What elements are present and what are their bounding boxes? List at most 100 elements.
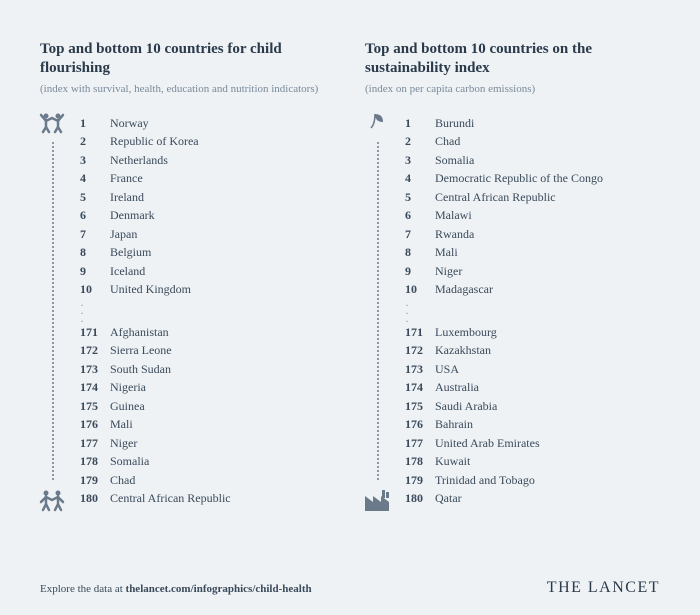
rank-value: 177	[80, 434, 110, 453]
country-name: Malawi	[435, 206, 660, 225]
list-row: 4France	[80, 169, 335, 188]
rank-value: 6	[405, 206, 435, 225]
country-name: Somalia	[435, 151, 660, 170]
list-row: 9Niger	[405, 262, 660, 281]
list-row: 173South Sudan	[80, 360, 335, 379]
country-name: Nigeria	[110, 378, 335, 397]
rank-value: 10	[405, 280, 435, 299]
list-row: 174Nigeria	[80, 378, 335, 397]
rank-value: 2	[80, 132, 110, 151]
country-name: Rwanda	[435, 225, 660, 244]
country-name: Kazakhstan	[435, 341, 660, 360]
right-title: Top and bottom 10 countries on the susta…	[365, 40, 660, 78]
list-row: 174Australia	[405, 378, 660, 397]
list-row: 1Norway	[80, 114, 335, 133]
country-name: Central African Republic	[435, 188, 660, 207]
rank-value: 5	[80, 188, 110, 207]
list-row: 7Japan	[80, 225, 335, 244]
list-row: 1Burundi	[405, 114, 660, 133]
rank-value: 3	[405, 151, 435, 170]
left-gap: ···	[80, 299, 335, 323]
country-name: Democratic Republic of the Congo	[435, 169, 660, 188]
child-flourishing-column: Top and bottom 10 countries for child fl…	[40, 40, 335, 508]
rank-value: 2	[405, 132, 435, 151]
rank-value: 180	[405, 489, 435, 508]
explore-text: Explore the data at thelancet.com/infogr…	[40, 583, 312, 595]
list-row: 178Somalia	[80, 452, 335, 471]
country-name: Kuwait	[435, 452, 660, 471]
rank-value: 179	[405, 471, 435, 490]
list-row: 3Netherlands	[80, 151, 335, 170]
rank-value: 175	[80, 397, 110, 416]
right-subtitle: (index on per capita carbon emissions)	[365, 82, 660, 96]
list-row: 180Central African Republic	[80, 489, 335, 508]
children-happy-icon	[36, 110, 68, 134]
list-row: 2Republic of Korea	[80, 132, 335, 151]
list-row: 172Kazakhstan	[405, 341, 660, 360]
rank-value: 8	[405, 243, 435, 262]
list-row: 5Ireland	[80, 188, 335, 207]
country-name: Qatar	[435, 489, 660, 508]
list-row: 171Luxembourg	[405, 323, 660, 342]
country-name: Sierra Leone	[110, 341, 335, 360]
right-list-area: 1Burundi2Chad3Somalia4Democratic Republi…	[365, 114, 660, 508]
country-name: Norway	[110, 114, 335, 133]
country-name: Chad	[435, 132, 660, 151]
list-row: 173USA	[405, 360, 660, 379]
rank-value: 178	[405, 452, 435, 471]
country-name: Chad	[110, 471, 335, 490]
country-name: Bahrain	[435, 415, 660, 434]
rank-value: 6	[80, 206, 110, 225]
rank-value: 173	[405, 360, 435, 379]
country-name: Trinidad and Tobago	[435, 471, 660, 490]
list-row: 2Chad	[405, 132, 660, 151]
children-sad-icon	[36, 488, 68, 512]
country-name: Guinea	[110, 397, 335, 416]
rank-value: 7	[80, 225, 110, 244]
left-dotted-line	[52, 142, 54, 480]
list-row: 176Mali	[80, 415, 335, 434]
list-row: 172Sierra Leone	[80, 341, 335, 360]
rank-value: 176	[80, 415, 110, 434]
list-row: 180Qatar	[405, 489, 660, 508]
rank-value: 178	[80, 452, 110, 471]
right-top-list: 1Burundi2Chad3Somalia4Democratic Republi…	[405, 114, 660, 299]
country-name: Australia	[435, 378, 660, 397]
list-row: 178Kuwait	[405, 452, 660, 471]
country-name: Somalia	[110, 452, 335, 471]
list-row: 6Malawi	[405, 206, 660, 225]
country-name: Mali	[435, 243, 660, 262]
country-name: Afghanistan	[110, 323, 335, 342]
factory-icon	[361, 488, 393, 512]
explore-link[interactable]: thelancet.com/infographics/child-health	[126, 583, 312, 595]
country-name: Central African Republic	[110, 489, 335, 508]
country-name: Mali	[110, 415, 335, 434]
list-row: 171Afghanistan	[80, 323, 335, 342]
country-name: Luxembourg	[435, 323, 660, 342]
country-name: France	[110, 169, 335, 188]
list-row: 175Saudi Arabia	[405, 397, 660, 416]
right-bottom-list: 171Luxembourg172Kazakhstan173USA174Austr…	[405, 323, 660, 508]
explore-prefix: Explore the data at	[40, 583, 126, 595]
list-row: 177United Arab Emirates	[405, 434, 660, 453]
rank-value: 5	[405, 188, 435, 207]
country-name: United Kingdom	[110, 280, 335, 299]
rank-value: 174	[80, 378, 110, 397]
list-row: 177Niger	[80, 434, 335, 453]
rank-value: 174	[405, 378, 435, 397]
rank-value: 10	[80, 280, 110, 299]
rank-value: 4	[405, 169, 435, 188]
country-name: Iceland	[110, 262, 335, 281]
right-gap: ···	[405, 299, 660, 323]
rank-value: 177	[405, 434, 435, 453]
rank-value: 3	[80, 151, 110, 170]
list-row: 7Rwanda	[405, 225, 660, 244]
rank-value: 4	[80, 169, 110, 188]
rank-value: 179	[80, 471, 110, 490]
list-row: 4Democratic Republic of the Congo	[405, 169, 660, 188]
list-row: 8Mali	[405, 243, 660, 262]
list-row: 5Central African Republic	[405, 188, 660, 207]
rank-value: 1	[405, 114, 435, 133]
list-row: 10United Kingdom	[80, 280, 335, 299]
right-dotted-line	[377, 142, 379, 480]
